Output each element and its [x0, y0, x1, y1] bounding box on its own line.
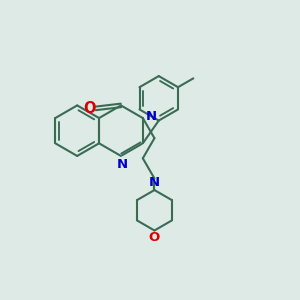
Text: N: N	[149, 176, 160, 189]
Text: O: O	[149, 231, 160, 244]
Text: N: N	[117, 158, 128, 171]
Text: O: O	[83, 101, 95, 116]
Text: N: N	[146, 110, 157, 123]
